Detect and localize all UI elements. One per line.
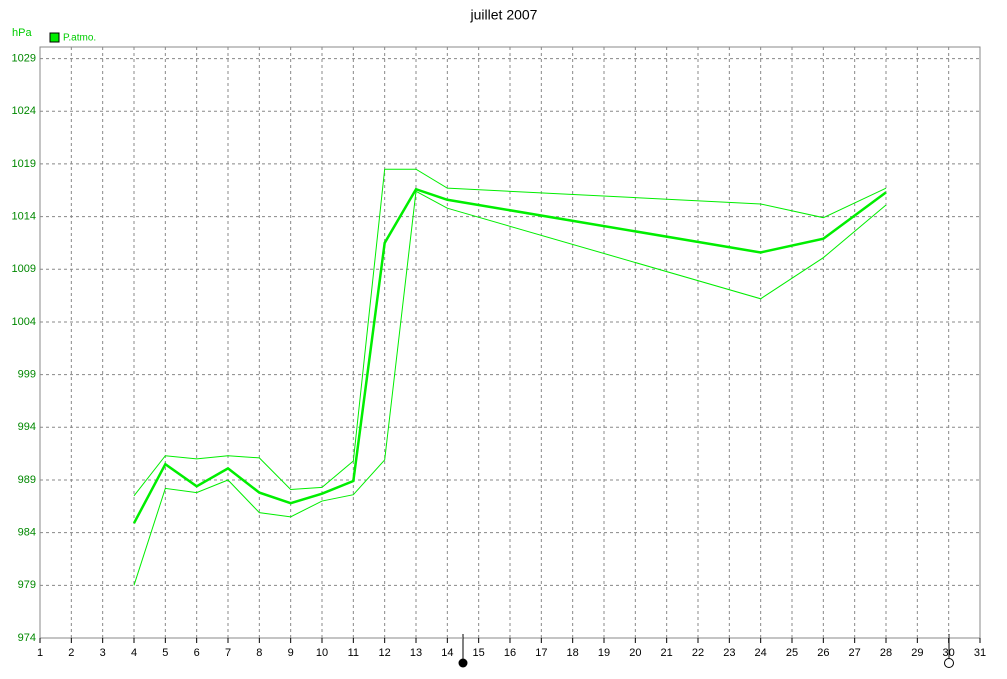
x-tick-label: 7 [225,647,231,659]
y-axis-label: hPa [12,27,32,39]
x-tick-label: 19 [598,647,610,659]
x-tick-label: 15 [473,647,485,659]
y-tick-label: 1004 [12,316,36,328]
x-tick-label: 21 [661,647,673,659]
y-tick-label: 1029 [12,52,36,64]
y-tick-label: 994 [18,421,36,433]
x-tick-label: 18 [567,647,579,659]
legend-label: P.atmo. [63,33,96,44]
x-tick-label: 31 [974,647,986,659]
x-tick-label: 6 [194,647,200,659]
x-tick-label: 3 [100,647,106,659]
x-tick-label: 4 [131,647,137,659]
y-tick-label: 984 [18,527,36,539]
x-tick-label: 26 [817,647,829,659]
x-tick-label: 12 [379,647,391,659]
x-tick-label: 1 [37,647,43,659]
x-tick-label: 30 [943,647,955,659]
y-tick-label: 974 [18,632,36,644]
x-tick-label: 16 [504,647,516,659]
x-tick-label: 23 [723,647,735,659]
x-tick-label: 10 [316,647,328,659]
x-tick-label: 8 [256,647,262,659]
y-tick-label: 999 [18,369,36,381]
x-tick-label: 2 [68,647,74,659]
data-line [133,168,887,497]
x-tick-label: 9 [288,647,294,659]
data-line [132,187,887,524]
y-tick-label: 989 [18,474,36,486]
x-tick-label: 14 [441,647,453,659]
x-tick-label: 22 [692,647,704,659]
x-tick-label: 24 [755,647,767,659]
y-tick-label: 1014 [12,211,36,223]
y-tick-label: 1024 [12,105,36,117]
chart-title: juillet 2007 [470,7,538,23]
data-line [133,190,887,586]
x-tick-label: 17 [535,647,547,659]
x-tick-label: 27 [849,647,861,659]
x-tick-label: 5 [162,647,168,659]
y-tick-label: 1009 [12,263,36,275]
x-tick-label: 13 [410,647,422,659]
x-tick-label: 11 [348,647,359,659]
y-tick-label: 979 [18,579,36,591]
x-tick-label: 20 [629,647,641,659]
x-tick-label: 29 [911,647,923,659]
full-moon-icon [458,658,468,668]
x-tick-label: 28 [880,647,892,659]
x-tick-label: 25 [786,647,798,659]
y-tick-label: 1019 [12,158,36,170]
new-moon-icon [944,658,954,668]
legend-swatch [49,32,60,43]
